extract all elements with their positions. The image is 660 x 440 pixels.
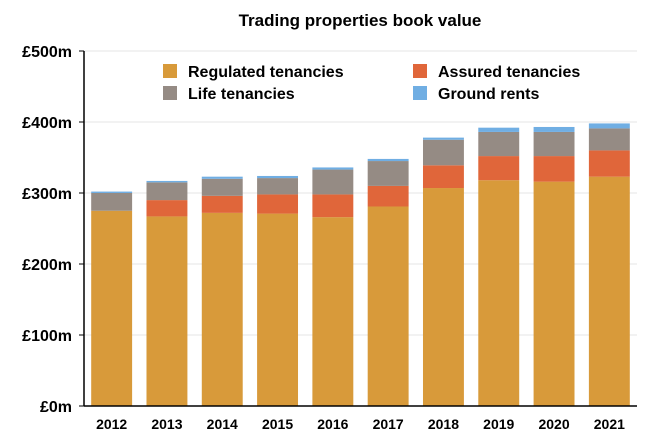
y-tick-label: £400m xyxy=(22,115,72,132)
bar-segment-ground-rents xyxy=(367,158,409,162)
y-tick-label: £0m xyxy=(40,399,72,416)
legend-swatch xyxy=(163,64,177,78)
legend-label: Regulated tenancies xyxy=(188,64,344,81)
legend-swatch xyxy=(413,86,427,100)
x-tick-label: 2020 xyxy=(538,416,569,432)
legend-swatch xyxy=(163,86,177,100)
y-tick-label: £500m xyxy=(22,44,72,61)
legend-label: Ground rents xyxy=(438,86,539,103)
x-tick-label: 2017 xyxy=(373,416,404,432)
bar-segment-regulated-tenancies xyxy=(478,180,520,406)
x-tick-label: 2021 xyxy=(594,416,625,432)
x-tick-label: 2012 xyxy=(96,416,127,432)
bar-segment-ground-rents xyxy=(478,127,520,132)
bar-segment-ground-rents xyxy=(588,123,630,129)
bar-segment-ground-rents xyxy=(201,176,243,179)
legend: Regulated tenancies Assured tenancies Life… xyxy=(163,64,580,103)
bar-segment-assured-tenancies xyxy=(367,185,409,207)
bar-segment-regulated-tenancies xyxy=(588,176,630,406)
bar-segment-life-tenancies xyxy=(257,178,299,195)
bar-segment-assured-tenancies xyxy=(257,194,299,214)
legend-label: Life tenancies xyxy=(188,86,295,103)
chart-title: Trading properties book value xyxy=(239,11,482,30)
y-axis-ticks: £0m £100m £200m £300m £400m £500m xyxy=(22,44,84,416)
x-tick-label: 2013 xyxy=(151,416,182,432)
x-tick-label: 2014 xyxy=(207,416,238,432)
bar-segment-regulated-tenancies xyxy=(146,216,188,406)
bar-segment-life-tenancies xyxy=(91,193,133,211)
bar-segment-life-tenancies xyxy=(146,182,188,201)
x-tick-label: 2018 xyxy=(428,416,459,432)
y-tick-label: £100m xyxy=(22,328,72,345)
bar-segment-life-tenancies xyxy=(478,131,520,157)
bar-segment-assured-tenancies xyxy=(312,194,354,218)
bar-segment-assured-tenancies xyxy=(422,165,464,189)
bar-segment-regulated-tenancies xyxy=(201,212,243,406)
x-axis-ticks: 2012 2013 2014 2015 2016 2017 2018 2019 2020 2021 xyxy=(96,416,625,432)
bar-segment-ground-rents xyxy=(533,126,575,132)
bar-segment-assured-tenancies xyxy=(201,195,243,213)
bar-segment-life-tenancies xyxy=(367,161,409,186)
bar-segment-regulated-tenancies xyxy=(257,213,299,406)
bars xyxy=(91,123,630,406)
y-tick-label: £200m xyxy=(22,257,72,274)
bar-segment-life-tenancies xyxy=(588,128,630,151)
x-tick-label: 2015 xyxy=(262,416,293,432)
bar-segment-assured-tenancies xyxy=(533,156,575,182)
bar-segment-life-tenancies xyxy=(533,131,575,157)
bar-segment-regulated-tenancies xyxy=(91,210,133,406)
bar-segment-regulated-tenancies xyxy=(367,206,409,406)
bar-segment-regulated-tenancies xyxy=(422,188,464,406)
y-tick-label: £300m xyxy=(22,186,72,203)
bar-segment-regulated-tenancies xyxy=(312,217,354,406)
bar-segment-ground-rents xyxy=(257,175,299,179)
bar-segment-life-tenancies xyxy=(201,178,243,196)
bar-segment-assured-tenancies xyxy=(478,156,520,181)
bar-segment-ground-rents xyxy=(146,180,188,183)
legend-label: Assured tenancies xyxy=(438,64,580,81)
bar-segment-ground-rents xyxy=(91,191,133,193)
bar-segment-assured-tenancies xyxy=(588,150,630,177)
bar-segment-assured-tenancies xyxy=(146,200,188,217)
bar-segment-life-tenancies xyxy=(312,169,354,195)
x-tick-label: 2019 xyxy=(483,416,514,432)
bar-segment-life-tenancies xyxy=(422,139,464,166)
legend-swatch xyxy=(413,64,427,78)
bar-segment-ground-rents xyxy=(312,167,354,170)
axes xyxy=(83,51,637,407)
x-tick-label: 2016 xyxy=(317,416,348,432)
bar-segment-regulated-tenancies xyxy=(533,181,575,406)
bar-segment-ground-rents xyxy=(422,137,464,140)
